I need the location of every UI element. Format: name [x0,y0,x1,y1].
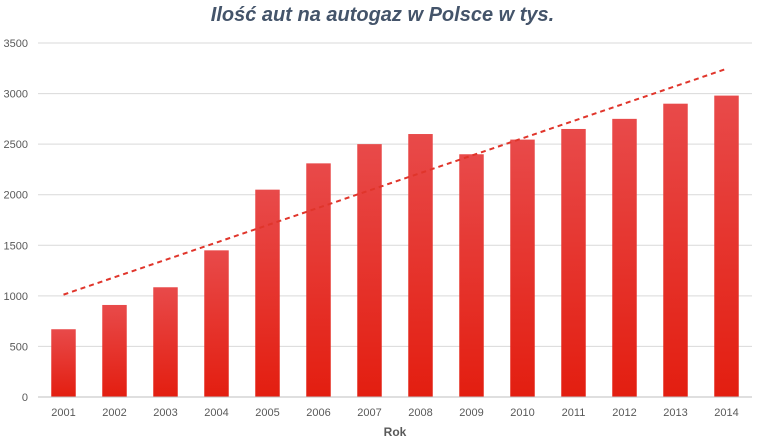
x-tick-label: 2011 [562,407,586,419]
x-tick-label: 2009 [459,407,483,419]
bars [51,95,739,397]
y-tick-label: 1000 [4,291,28,303]
bar-2009 [459,154,484,397]
x-tick-label: 2006 [306,407,330,419]
bar-2004 [204,250,229,397]
y-tick-label: 3000 [4,89,28,101]
gridlines [38,42,752,347]
x-tick-label: 2007 [357,407,381,419]
bar-2006 [306,163,331,397]
x-axis-label: Rok [384,425,407,439]
y-tick-label: 500 [10,341,28,353]
bar-2002 [102,304,127,397]
bar-2013 [663,103,688,397]
bar-2003 [153,287,178,397]
x-tick-label: 2004 [204,407,228,419]
x-tick-label: 2012 [612,407,636,419]
y-tick-label: 2000 [4,190,28,202]
bar-2001 [51,329,76,397]
x-tick-label: 2013 [663,407,687,419]
bar-2014 [714,95,739,397]
chart-title: Ilość aut na autogaz w Polsce w tys. [210,4,555,26]
x-axis-ticks: 2001 2002 2003 2004 2005 2006 2007 2008 2009 2010… [51,407,738,419]
y-tick-label: 2500 [4,139,28,151]
bar-2005 [255,189,280,397]
y-tick-label: 1500 [4,240,28,252]
x-tick-label: 2014 [714,407,738,419]
x-tick-label: 2005 [255,407,279,419]
x-tick-label: 2008 [408,407,432,419]
y-tick-label: 0 [22,392,28,404]
x-tick-label: 2002 [102,407,126,419]
x-tick-label: 2010 [510,407,534,419]
x-tick-label: 2001 [51,407,75,419]
y-axis-ticks: 0 500 1000 1500 2000 2500 3000 3500 [4,38,28,404]
bar-2011 [561,128,586,397]
x-tick-label: 2003 [153,407,177,419]
bar-2012 [612,118,637,397]
bar-2007 [357,144,382,397]
bar-2008 [408,134,433,397]
y-tick-label: 3500 [4,38,28,50]
bar-2010 [510,139,535,397]
